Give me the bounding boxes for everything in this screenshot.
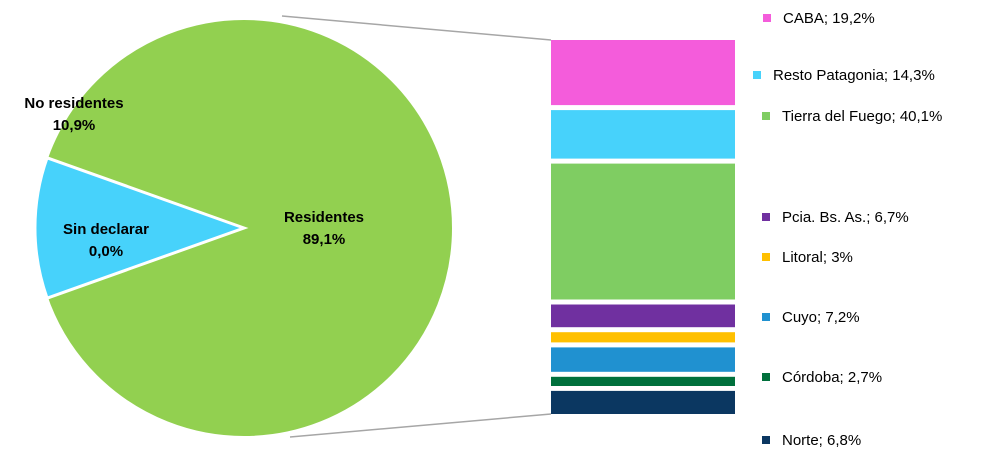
- pie-label-no-residentes: No residentes: [24, 95, 123, 112]
- legend-swatch-pcia-bs-as: [762, 213, 770, 221]
- pie: [33, 18, 454, 438]
- legend-swatch-cuyo: [762, 313, 770, 321]
- pie-label-sin-declarar: Sin declarar: [63, 221, 149, 238]
- connector-line-top: [281, 15, 552, 41]
- legend-swatch-resto-patagonia: [753, 71, 761, 79]
- bar-segment-norte: [551, 390, 735, 414]
- bar-segment-cordoba: [551, 376, 735, 386]
- legend-swatch-litoral: [762, 253, 770, 261]
- legend-label-tierra-del-fuego: Tierra del Fuego; 40,1%: [782, 108, 942, 125]
- pie-label-residentes: Residentes: [284, 209, 364, 226]
- pie-value-no-residentes: 10,9%: [53, 117, 96, 134]
- bar-segment-resto-patagonia: [551, 110, 735, 159]
- bar-segment-cuyo: [551, 347, 735, 372]
- pie-slice-sin-declarar: [33, 155, 249, 301]
- bar-segment-pcia-bs-as: [551, 304, 735, 328]
- legend-swatch-tierra-del-fuego: [762, 112, 770, 120]
- bar-segment-tierra-del-fuego: [551, 163, 735, 300]
- bar-segment-caba: [551, 40, 735, 106]
- legend-label-cuyo: Cuyo; 7,2%: [782, 309, 860, 326]
- legend-label-pcia-bs-as: Pcia. Bs. As.; 6,7%: [782, 209, 909, 226]
- legend-label-cordoba: Córdoba; 2,7%: [782, 369, 882, 386]
- legend-label-litoral: Litoral; 3%: [782, 249, 853, 266]
- legend-label-caba: CABA; 19,2%: [783, 10, 875, 27]
- legend-swatch-norte: [762, 436, 770, 444]
- legend-label-resto-patagonia: Resto Patagonia; 14,3%: [773, 67, 935, 84]
- legend-label-norte: Norte; 6,8%: [782, 432, 861, 449]
- pie-value-sin-declarar: 0,0%: [89, 243, 123, 260]
- connector-line-bottom: [289, 413, 552, 438]
- pie-value-residentes: 89,1%: [303, 231, 346, 248]
- legend-swatch-caba: [763, 14, 771, 22]
- bar-segment-litoral: [551, 332, 735, 343]
- legend-swatch-cordoba: [762, 373, 770, 381]
